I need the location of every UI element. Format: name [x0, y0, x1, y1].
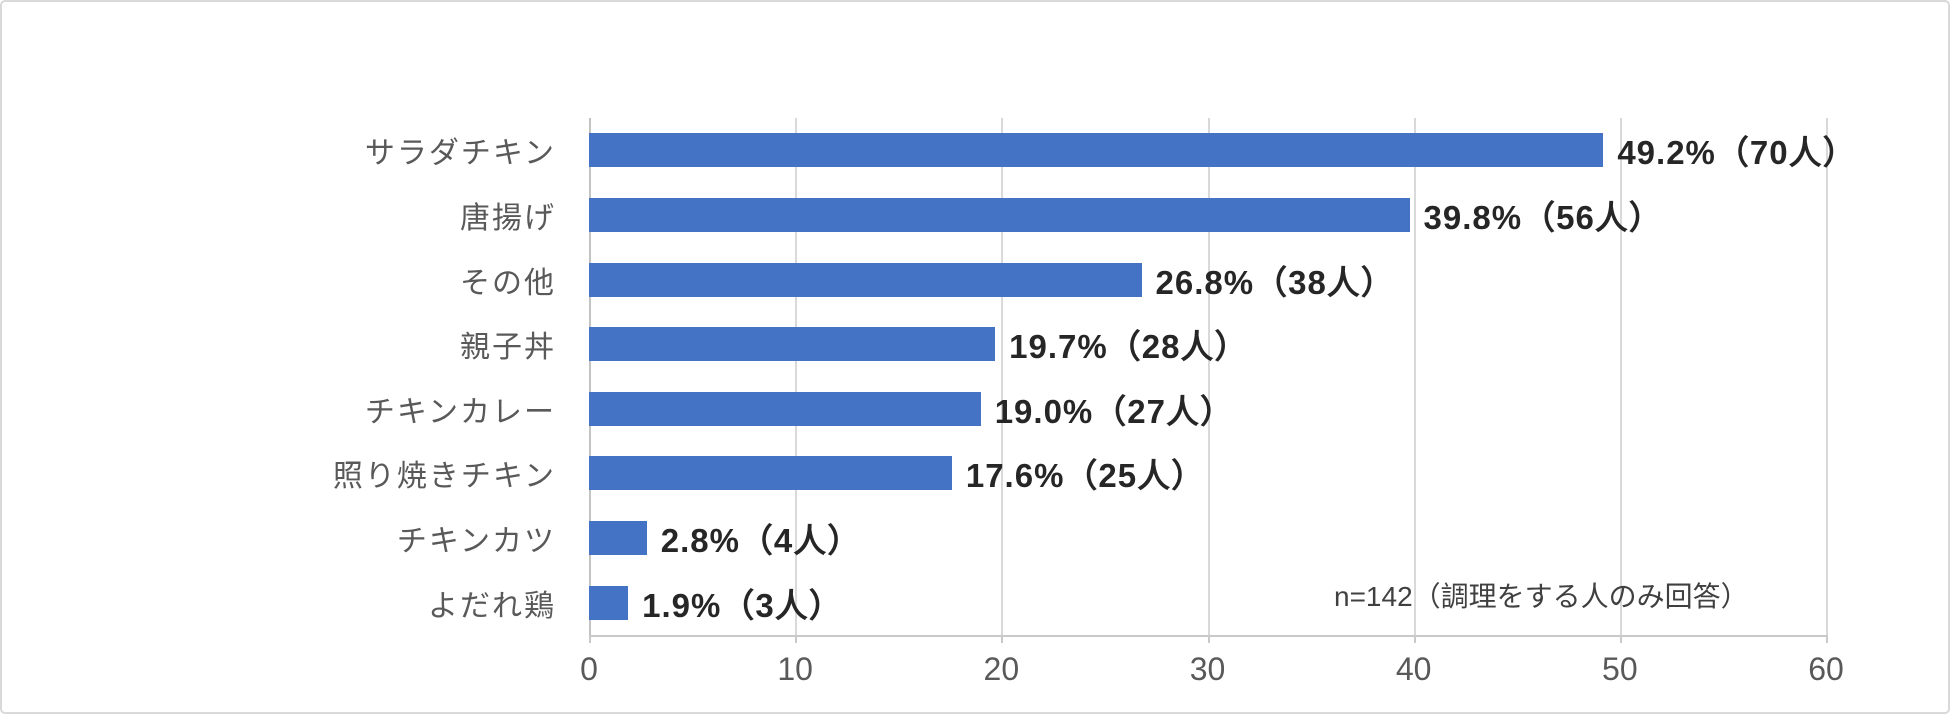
bar — [589, 521, 647, 556]
table-row: サラダチキン 49.2%（70人） — [2, 118, 1856, 183]
bar-track: 39.8%（56人） — [589, 183, 1826, 248]
x-tick-mark-10 — [795, 637, 798, 643]
table-row: チキンカレー 19.0%（27人） — [2, 377, 1826, 442]
data-label: 19.0%（27人） — [994, 392, 1234, 430]
bar-track: 17.6%（25人） — [589, 441, 1826, 506]
plot-area: サラダチキン 49.2%（70人） 唐揚げ 39.8%（56人） その他 26.8%（38… — [2, 118, 1856, 635]
x-tick-label-50: 50 — [1602, 651, 1638, 687]
bar-track: 2.8%（4人） — [589, 506, 1826, 571]
gridline-50 — [1619, 118, 1622, 635]
gridline-30 — [1207, 118, 1210, 635]
bar-track: 26.8%（38人） — [589, 247, 1826, 312]
gridline-20 — [1001, 118, 1004, 635]
category-label: その他 — [460, 266, 556, 300]
x-tick-mark-20 — [1001, 637, 1004, 643]
bar — [589, 327, 996, 362]
table-row: その他 26.8%（38人） — [2, 247, 1826, 312]
category-label: 照り焼きチキン — [332, 460, 556, 494]
table-row: 唐揚げ 39.8%（56人） — [2, 183, 1826, 248]
bar — [589, 262, 1142, 297]
x-tick-label-20: 20 — [983, 651, 1020, 687]
x-tick-label-10: 10 — [777, 651, 813, 687]
category-label: チキンカレー — [364, 395, 556, 429]
data-label: 19.7%（28人） — [1009, 328, 1249, 366]
x-tick-mark-50 — [1619, 637, 1622, 643]
sample-size-annotation: n=142（調理をする人のみ回答） — [1334, 581, 1749, 612]
category-label: 親子丼 — [460, 331, 556, 365]
table-row: 照り焼きチキン 17.6%（25人） — [2, 441, 1826, 506]
x-tick-label-60: 60 — [1808, 651, 1844, 687]
data-label: 39.8%（56人） — [1423, 198, 1663, 236]
bar-rows: サラダチキン 49.2%（70人） 唐揚げ 39.8%（56人） その他 26.8%（38… — [2, 118, 1856, 635]
x-tick-mark-0 — [589, 637, 591, 643]
table-row: チキンカツ 2.8%（4人） — [2, 506, 1826, 571]
data-label: 26.8%（38人） — [1155, 263, 1395, 301]
x-tick-mark-30 — [1207, 637, 1210, 643]
bar-track: 1.9%（3人） — [589, 570, 1826, 635]
category-label: 唐揚げ — [460, 201, 556, 235]
x-tick-mark-60 — [1826, 637, 1828, 643]
bar — [589, 585, 629, 620]
x-axis-line — [589, 635, 1828, 637]
data-label: 2.8%（4人） — [660, 522, 862, 560]
category-label: よだれ鶏 — [428, 589, 556, 623]
bar — [589, 456, 952, 491]
bar-track: 19.7%（28人） — [589, 312, 1826, 377]
gridline-10 — [795, 118, 798, 635]
gridlines-layer — [589, 118, 1828, 635]
bar-track: 49.2%（70人） — [589, 118, 1856, 183]
x-tick-label-30: 30 — [1189, 651, 1226, 687]
data-label: 17.6%（25人） — [965, 457, 1206, 495]
bar — [589, 391, 981, 426]
y-axis-line — [589, 118, 591, 635]
category-label: サラダチキン — [364, 137, 556, 171]
data-label: 49.2%（70人） — [1617, 134, 1857, 172]
bar-track: 19.0%（27人） — [589, 377, 1826, 442]
table-row: よだれ鶏 1.9%（3人） — [2, 570, 1826, 635]
x-tick-label-0: 0 — [580, 651, 598, 687]
x-tick-mark-40 — [1413, 637, 1416, 643]
category-label: チキンカツ — [396, 525, 556, 559]
x-tick-label-40: 40 — [1395, 651, 1432, 687]
data-label: 1.9%（3人） — [642, 586, 843, 624]
gridline-40 — [1413, 118, 1416, 635]
gridline-60 — [1826, 118, 1828, 635]
bar — [589, 197, 1410, 232]
bar — [589, 133, 1604, 168]
table-row: 親子丼 19.7%（28人） — [2, 312, 1826, 377]
x-axis-tick-labels: 0 10 20 30 40 50 60 — [2, 651, 1948, 696]
